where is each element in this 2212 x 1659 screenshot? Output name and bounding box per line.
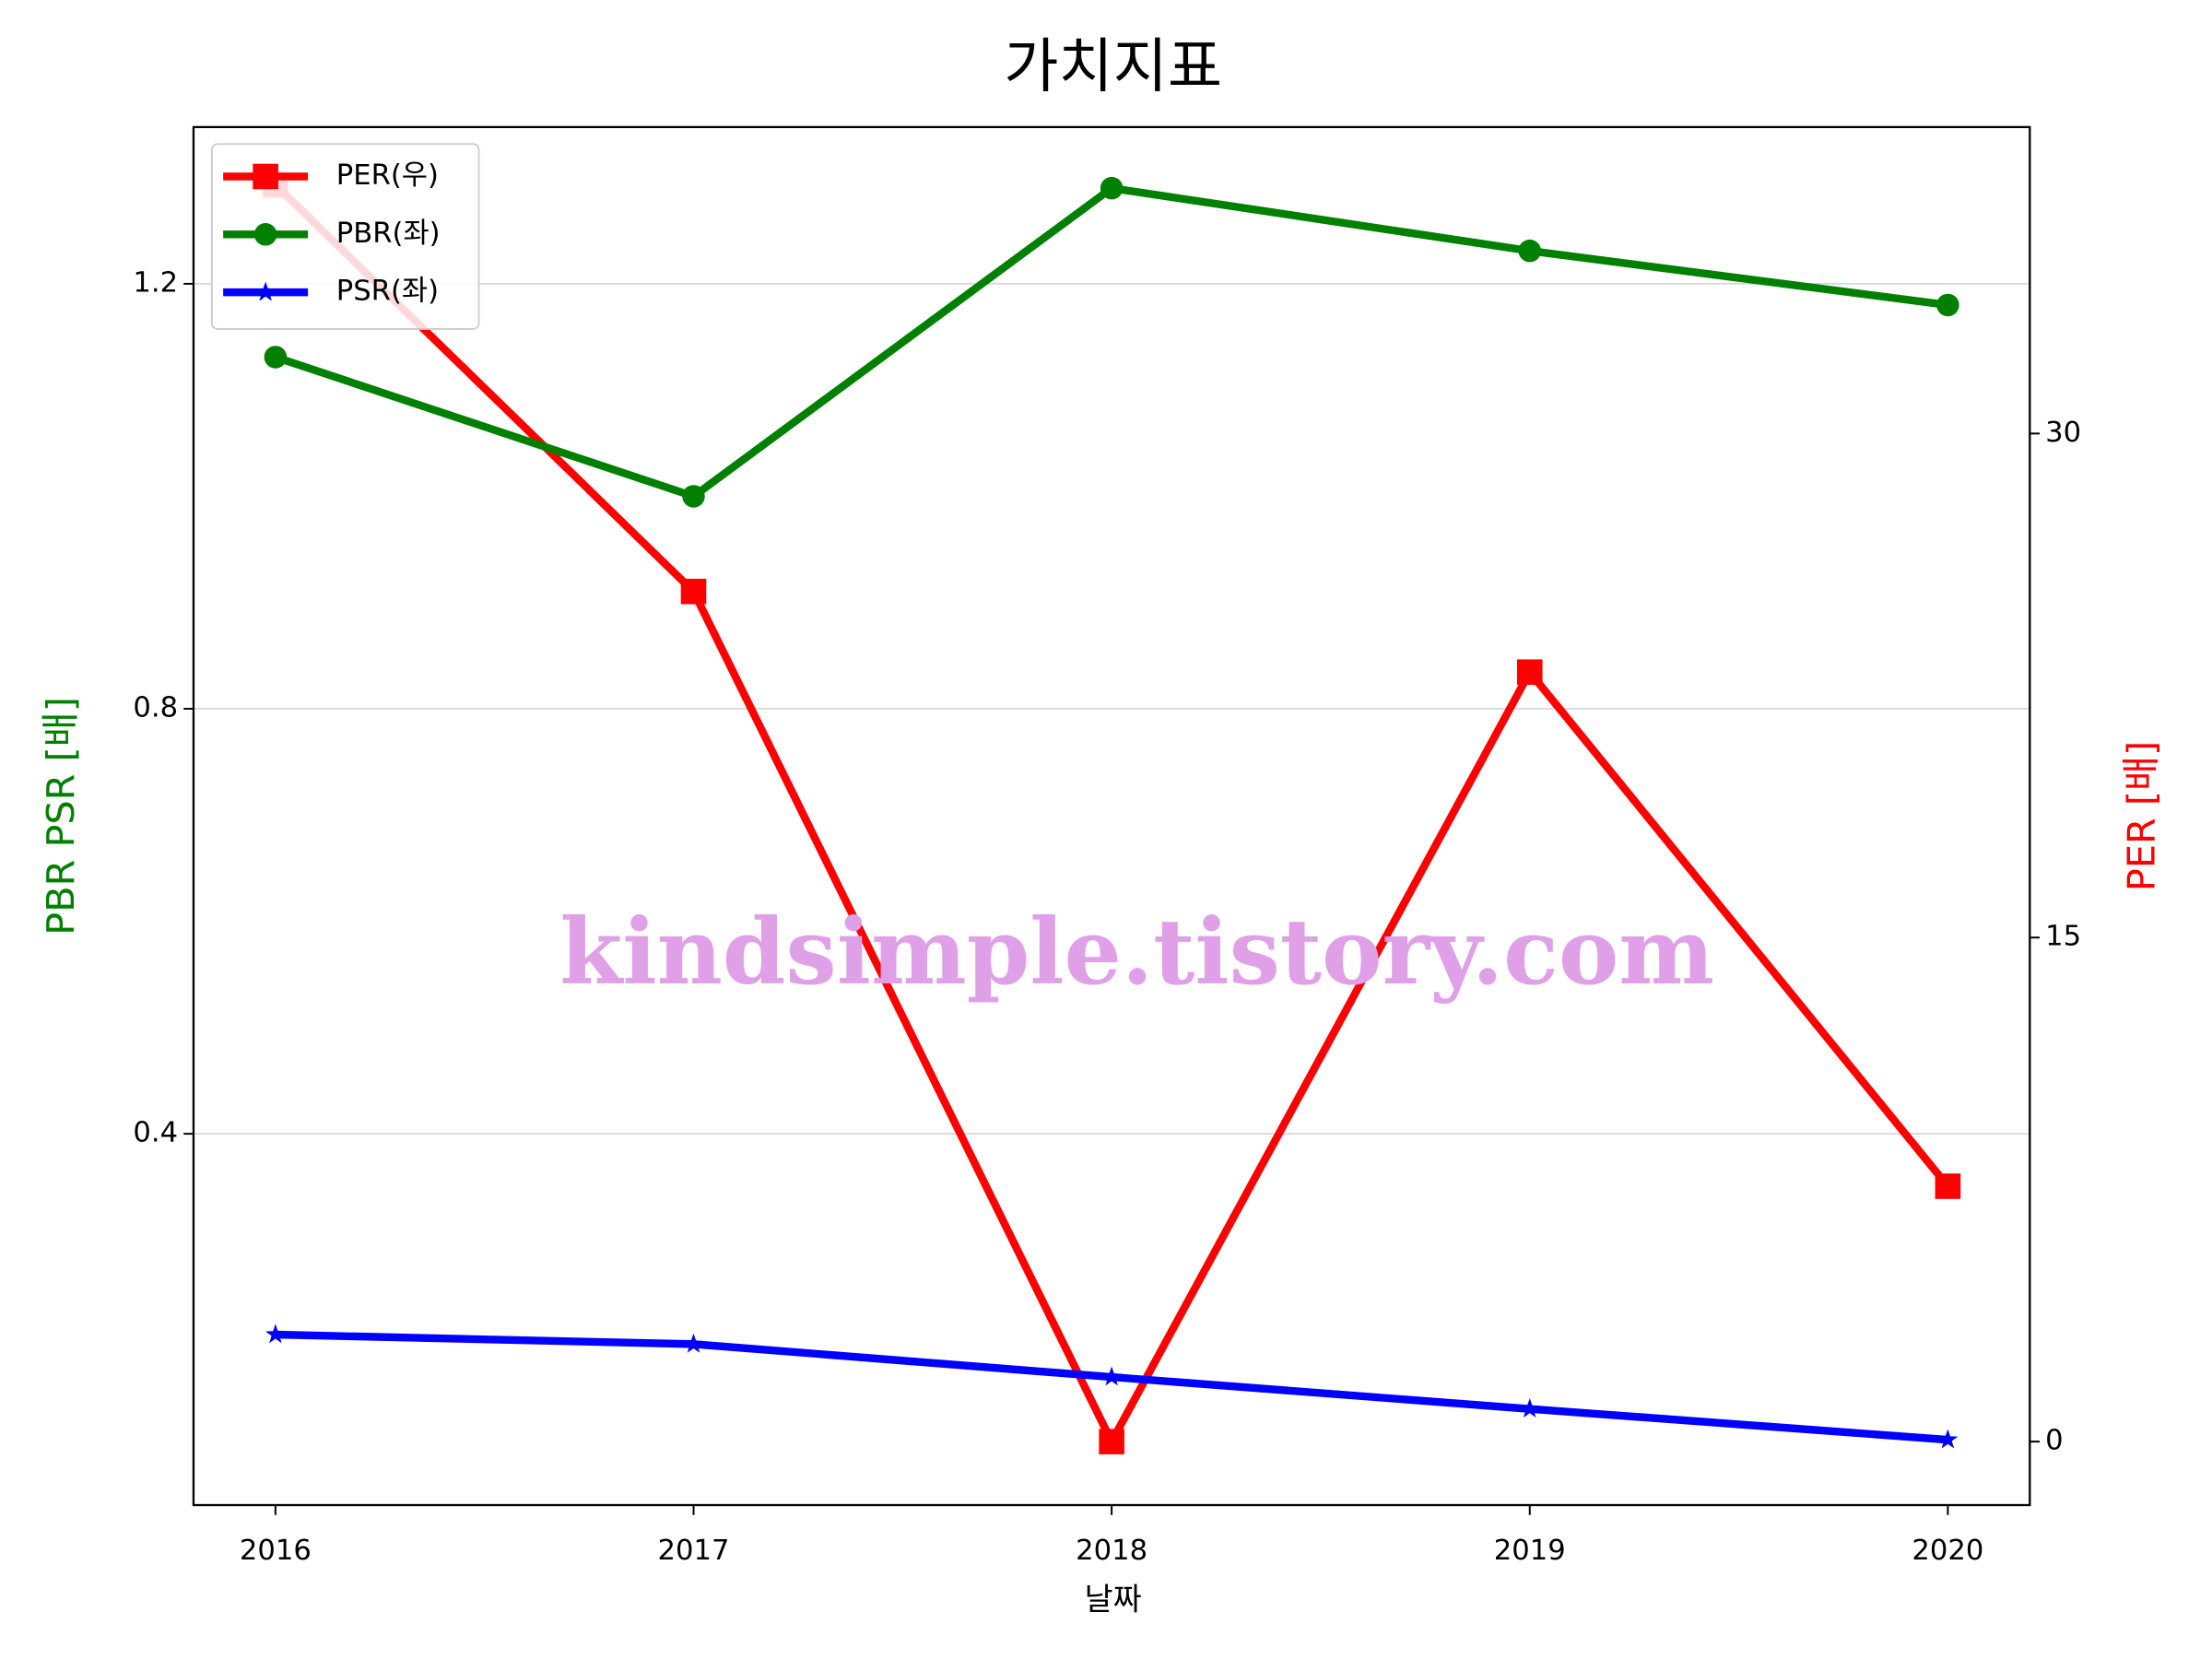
marker	[1516, 659, 1543, 686]
x-axis-label: 날짜	[1085, 1582, 1142, 1618]
marker	[255, 281, 276, 301]
y2-axis-label: PER [배]	[2119, 741, 2163, 891]
marker	[253, 163, 278, 190]
marker	[253, 223, 277, 246]
chart-title: 가치지표	[1004, 32, 1222, 101]
marker	[1937, 1429, 1959, 1449]
y-tick-label: 1.2	[133, 266, 178, 299]
legend-label: PER(우)	[336, 159, 439, 192]
marker	[1518, 239, 1542, 263]
x-tick-label: 2018	[1076, 1535, 1147, 1567]
legend-label: PBR(좌)	[336, 218, 441, 250]
x-tick-label: 2020	[1912, 1535, 1983, 1567]
y-tick-label: 0.4	[133, 1117, 178, 1149]
marker	[1100, 176, 1124, 200]
marker	[265, 1324, 286, 1344]
legend-box	[210, 143, 480, 330]
marker	[680, 578, 707, 605]
watermark: kindsimple.tistory.com	[559, 900, 1714, 1006]
marker	[1101, 1366, 1123, 1386]
axes-frame	[192, 125, 2031, 1507]
marker	[264, 346, 288, 369]
legend-label: PSR(좌)	[336, 276, 439, 308]
x-tick-label: 2016	[240, 1535, 312, 1567]
marker	[683, 1333, 704, 1353]
marker	[1519, 1398, 1540, 1418]
y2-tick-label: 30	[2045, 417, 2081, 449]
y-axis-label: PBR PSR [배]	[39, 697, 83, 935]
x-tick-label: 2017	[658, 1535, 730, 1567]
x-tick-label: 2019	[1494, 1535, 1566, 1567]
marker	[1936, 293, 1959, 317]
y2-tick-label: 0	[2045, 1425, 2064, 1457]
marker	[682, 485, 705, 508]
y-tick-label: 0.8	[133, 692, 178, 724]
y2-tick-label: 15	[2045, 921, 2081, 953]
marker	[1099, 1429, 1124, 1454]
marker	[1935, 1173, 1961, 1199]
